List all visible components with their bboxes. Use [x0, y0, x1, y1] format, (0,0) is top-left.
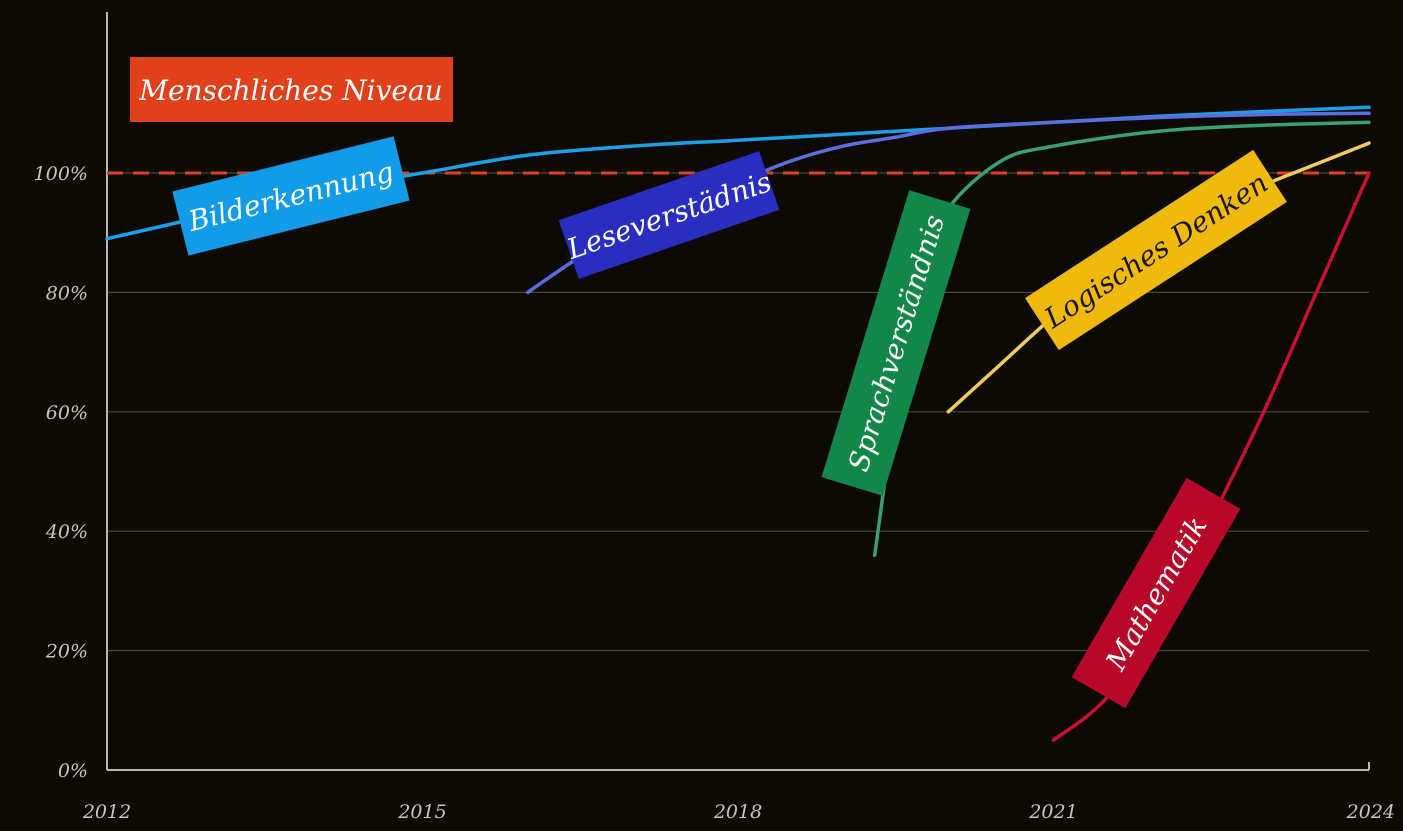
- y-tick-label-0: 0%: [58, 760, 88, 782]
- series-label-box-bilderkennung: [172, 136, 410, 256]
- x-tick-label-2018: 2018: [713, 801, 762, 823]
- series-label-logisches-denken: Logisches Denken: [1025, 149, 1287, 351]
- series-label-bilderkennung: Bilderkennung: [172, 136, 410, 256]
- human-level-label-text: Menschliches Niveau: [138, 74, 442, 107]
- y-tick-label-40: 40%: [45, 521, 88, 543]
- tick-labels: 0% 20% 40% 60% 80% 100% 2012 2015 2018 2021 2024: [34, 163, 1395, 823]
- series-label-leseverstaednis: Leseverstädnis: [558, 151, 780, 279]
- y-tick-label-60: 60%: [46, 402, 88, 424]
- human-level-label: Menschliches Niveau: [130, 57, 453, 122]
- series-labels: Bilderkennung Leseverstädnis Sprachverstän…: [172, 136, 1287, 709]
- series-label-mathematik: Mathematik: [1071, 477, 1241, 709]
- series-label-text-logisches-denken: Logisches Denken: [1038, 166, 1274, 335]
- series-label-sprachverstaendnis: Sprachverständnis: [821, 190, 971, 496]
- series-label-box-leseverstaednis: [558, 151, 780, 279]
- y-tick-label-100: 100%: [34, 163, 88, 185]
- x-tick-label-2012: 2012: [82, 801, 131, 823]
- series-label-box-mathematik: [1071, 477, 1241, 709]
- series-label-box-logisches-denken: [1025, 149, 1287, 351]
- y-tick-label-20: 20%: [45, 641, 88, 663]
- human-level-label-box: [130, 57, 453, 122]
- x-tick-label-2015: 2015: [397, 801, 446, 823]
- axes: [106, 12, 1370, 771]
- x-tick-label-2021: 2021: [1028, 801, 1077, 823]
- series-label-box-sprachverstaendnis: [821, 190, 971, 496]
- y-tick-label-80: 80%: [46, 282, 88, 304]
- x-tick-label-2024: 2024: [1346, 801, 1395, 823]
